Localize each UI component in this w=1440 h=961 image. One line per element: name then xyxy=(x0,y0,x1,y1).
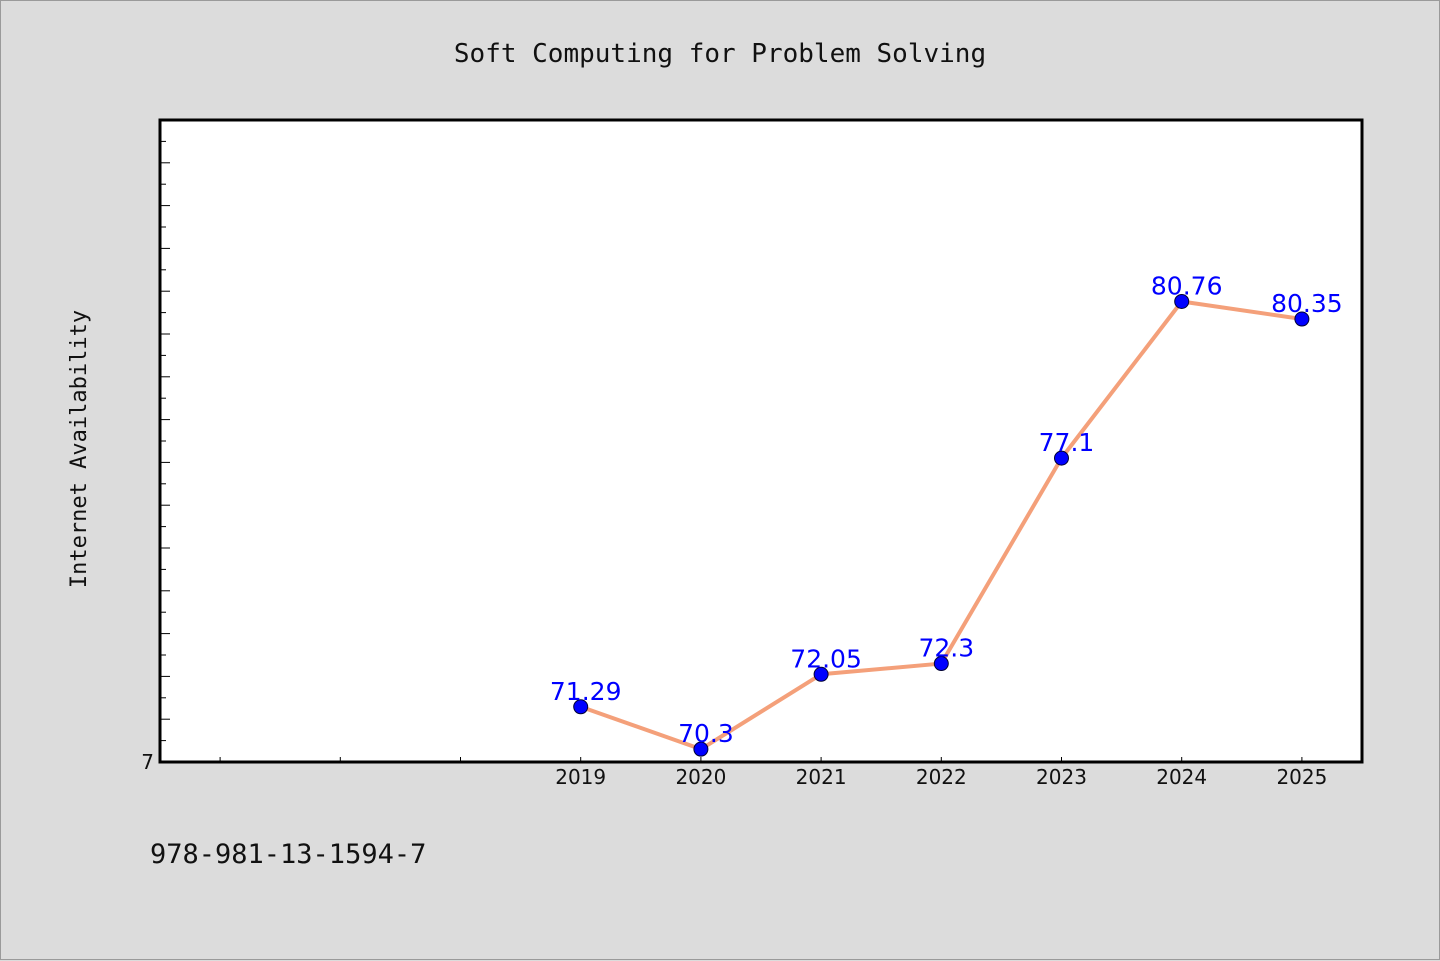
x-tick-label: 2021 xyxy=(796,765,847,789)
x-tick-label: 2024 xyxy=(1156,765,1207,789)
x-tick-label: 2025 xyxy=(1276,765,1327,789)
x-tick-label: 2019 xyxy=(555,765,606,789)
x-axis-ticks: 2019 2020 2021 2022 2023 2024 2025 xyxy=(219,757,1327,789)
y-tick-label: 7 xyxy=(141,750,154,774)
footer-isbn: 978-981-13-1594-7 xyxy=(150,839,426,870)
x-tick-label: 2020 xyxy=(675,765,726,789)
data-label: 80.35 xyxy=(1271,289,1343,318)
data-point xyxy=(1294,311,1310,327)
plot-area xyxy=(158,118,1364,764)
data-label: 72.05 xyxy=(790,644,862,673)
data-labels: 71.29 70.3 72.05 72.3 77.1 80.76 80.35 xyxy=(550,271,1343,748)
data-point xyxy=(693,741,709,757)
data-point xyxy=(1054,450,1069,466)
y-axis-label: Internet Availability xyxy=(67,310,92,588)
y-axis-ticks: 7 xyxy=(141,140,170,774)
data-markers xyxy=(573,293,1310,757)
data-point xyxy=(573,699,589,715)
data-point xyxy=(933,656,949,672)
data-label: 77.1 xyxy=(1039,428,1095,457)
data-point xyxy=(813,666,829,682)
data-point xyxy=(1174,293,1190,309)
chart-title: Soft Computing for Problem Solving xyxy=(454,39,986,69)
data-label: 70.3 xyxy=(678,719,734,748)
x-tick-label: 2023 xyxy=(1036,765,1087,789)
data-label: 71.29 xyxy=(550,677,622,706)
data-label: 80.76 xyxy=(1151,271,1223,300)
data-label: 72.3 xyxy=(918,634,974,663)
x-tick-label: 2022 xyxy=(916,765,967,789)
